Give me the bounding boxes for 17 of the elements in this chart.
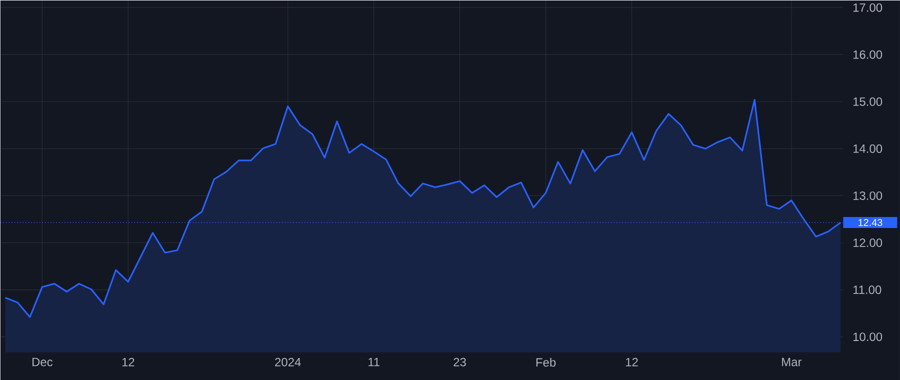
x-tick-label: Dec [32, 358, 53, 366]
x-tick-label: Mar [782, 358, 802, 366]
x-tick-label: 23 [454, 358, 466, 366]
x-tick-label: 11 [368, 358, 380, 366]
y-tick-label: 10.00 [853, 332, 882, 341]
y-tick-label: 13.00 [853, 191, 882, 200]
x-tick-label: 12 [122, 358, 134, 366]
y-tick-label: 15.00 [853, 97, 882, 106]
ref-line-label: 12.43 [858, 218, 882, 226]
x-tick-label: Feb [536, 358, 556, 367]
x-tick-label: 12 [626, 358, 638, 366]
y-tick-label: 12.00 [853, 238, 882, 247]
y-tick-label: 14.00 [853, 144, 882, 153]
y-tick-label: 11.00 [853, 285, 882, 294]
x-tick-label: 2024 [275, 358, 301, 366]
y-tick-label: 17.00 [853, 3, 882, 12]
y-tick-label: 16.00 [853, 50, 882, 59]
